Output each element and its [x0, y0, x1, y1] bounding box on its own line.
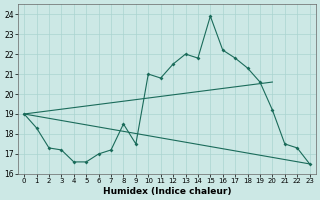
X-axis label: Humidex (Indice chaleur): Humidex (Indice chaleur): [103, 187, 231, 196]
